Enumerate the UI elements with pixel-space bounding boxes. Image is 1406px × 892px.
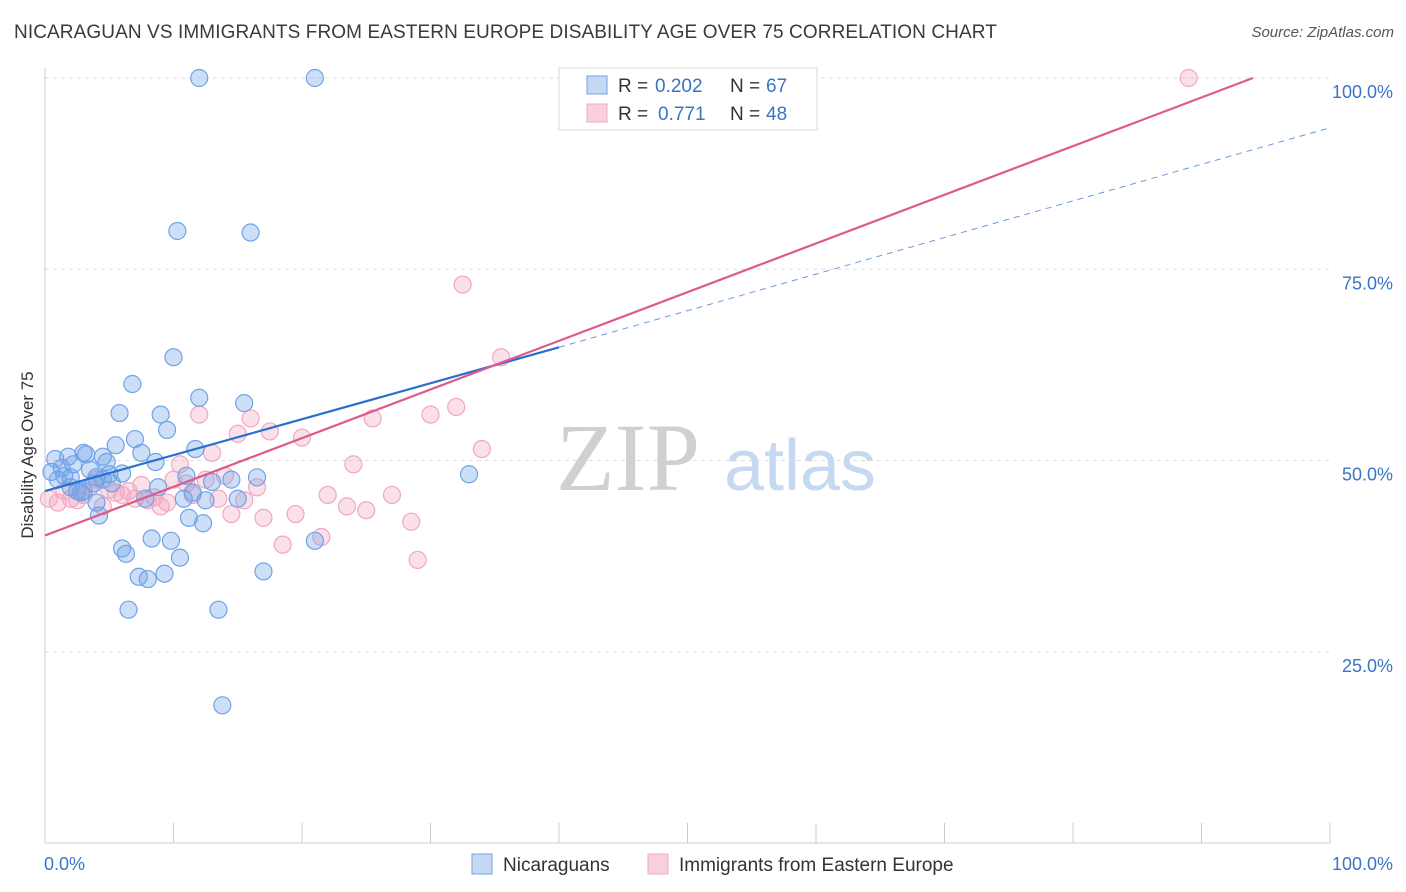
point-eastern-europe-39 <box>318 485 337 505</box>
point-eastern-europe-33 <box>254 508 273 527</box>
point-eastern-europe-35 <box>273 535 292 554</box>
point-eastern-europe-43 <box>363 409 382 428</box>
point-eastern-europe-48 <box>447 397 466 417</box>
trend-lines <box>44 76 1331 537</box>
point-nicaraguans-39 <box>164 348 183 367</box>
watermark-zip: ZIP <box>556 404 700 511</box>
point-eastern-europe-36 <box>286 504 305 524</box>
point-nicaraguans-55 <box>235 394 254 413</box>
y-tick-label-3: 100.0% <box>1332 82 1393 102</box>
chart-title: NICARAGUAN VS IMMIGRANTS FROM EASTERN EU… <box>14 22 997 43</box>
gridlines <box>45 77 1330 653</box>
point-nicaraguans-54 <box>228 489 247 508</box>
point-eastern-europe-18 <box>157 493 177 512</box>
point-nicaraguans-40 <box>168 221 187 241</box>
point-nicaraguans-49 <box>196 491 215 510</box>
legend-r-label-1: R = <box>618 76 648 97</box>
point-eastern-europe-49 <box>472 439 491 459</box>
point-eastern-europe-41 <box>344 455 363 474</box>
point-nicaraguans-56 <box>241 223 260 242</box>
trend-line-eastern-europe <box>44 76 1254 537</box>
point-eastern-europe-23 <box>190 405 209 424</box>
point-nicaraguans-60 <box>305 68 324 88</box>
point-eastern-europe-28 <box>222 504 241 524</box>
legend-eastern-europe-label: Immigrants from Eastern Europe <box>679 855 954 876</box>
y-tick-label-2: 75.0% <box>1342 273 1393 293</box>
point-eastern-europe-46 <box>408 550 427 570</box>
series-legend: Nicaraguans Immigrants from Eastern Euro… <box>471 853 954 876</box>
point-eastern-europe-32 <box>247 478 267 497</box>
x-tick-label-0: 0.0% <box>44 854 85 874</box>
point-nicaraguans-61 <box>305 531 324 550</box>
legend-nicaraguans-swatch <box>471 853 493 875</box>
point-nicaraguans-7 <box>64 455 83 474</box>
watermark-atlas: atlas <box>724 426 876 506</box>
point-eastern-europe-40 <box>337 497 357 516</box>
point-eastern-europe-44 <box>382 485 402 505</box>
y-tick-label-1: 50.0% <box>1342 465 1393 485</box>
point-nicaraguans-41 <box>170 548 190 567</box>
point-nicaraguans-47 <box>190 388 209 407</box>
point-eastern-europe-47 <box>421 405 440 424</box>
point-nicaraguans-66 <box>74 482 93 501</box>
legend-n-label-2: N = <box>730 104 760 125</box>
tick-labels: 25.0% 50.0% 75.0% 100.0% 0.0% 100.0% <box>44 82 1393 874</box>
point-nicaraguans-36 <box>155 564 174 583</box>
point-nicaraguans-20 <box>93 447 112 466</box>
legend-swatch-pink <box>586 103 608 123</box>
point-eastern-europe-42 <box>357 501 376 520</box>
axes <box>44 68 1331 844</box>
point-nicaraguans-37 <box>157 420 177 439</box>
y-tick-label-0: 25.0% <box>1342 656 1393 676</box>
legend-n-label-1: N = <box>730 76 760 97</box>
legend-r-label-2: R = <box>618 104 648 125</box>
point-nicaraguans-50 <box>202 472 222 492</box>
legend-r-value-1: 0.202 <box>655 76 703 97</box>
point-nicaraguans-59 <box>190 68 209 88</box>
point-nicaraguans-35 <box>151 405 170 424</box>
legend-nicaraguans-label: Nicaraguans <box>503 855 610 876</box>
point-eastern-europe-50 <box>453 275 472 294</box>
trend-line-nicaraguans <box>44 346 560 493</box>
point-nicaraguans-53 <box>222 470 241 489</box>
point-nicaraguans-31 <box>138 569 157 589</box>
legend-eastern-europe-swatch <box>647 853 669 875</box>
point-nicaraguans-42 <box>174 489 193 508</box>
series-nicaraguans <box>42 68 479 715</box>
legend-n-value-2: 48 <box>766 104 787 125</box>
point-nicaraguans-44 <box>179 508 199 527</box>
point-eastern-europe-30 <box>235 491 254 510</box>
point-nicaraguans-25 <box>119 600 138 619</box>
point-nicaraguans-52 <box>213 696 232 715</box>
legend-n-value-1: 67 <box>766 76 787 97</box>
series-immigrants-eastern-europe <box>39 68 1198 570</box>
point-nicaraguans-21 <box>106 436 125 455</box>
point-eastern-europe-45 <box>402 512 421 531</box>
point-nicaraguans-11 <box>77 445 96 464</box>
point-nicaraguans-29 <box>132 443 151 462</box>
watermark: ZIP atlas <box>556 404 876 511</box>
point-nicaraguans-38 <box>161 531 181 550</box>
x-tick-label-1: 100.0% <box>1332 854 1393 874</box>
point-nicaraguans-58 <box>254 562 273 581</box>
point-nicaraguans-62 <box>459 465 479 484</box>
point-nicaraguans-22 <box>110 403 129 423</box>
point-eastern-europe-20 <box>170 455 190 474</box>
point-nicaraguans-57 <box>247 468 267 487</box>
source-credit: Source: ZipAtlas.com <box>1251 24 1394 41</box>
legend-r-value-2: 0.771 <box>658 104 706 125</box>
point-nicaraguans-51 <box>209 600 228 619</box>
point-eastern-europe-31 <box>241 409 260 428</box>
point-eastern-europe-53 <box>1179 68 1198 88</box>
point-nicaraguans-48 <box>193 514 213 533</box>
trend-line-nicaraguans-extension <box>558 127 1331 348</box>
stats-legend: R = 0.202 N = 67 R = 0.771 N = 48 <box>558 67 818 131</box>
point-nicaraguans-24 <box>116 544 136 563</box>
legend-swatch-blue <box>586 75 608 95</box>
point-nicaraguans-26 <box>123 374 142 394</box>
point-nicaraguans-30 <box>136 489 155 508</box>
y-axis-label: Disability Age Over 75 <box>18 371 37 539</box>
point-nicaraguans-32 <box>142 529 161 548</box>
